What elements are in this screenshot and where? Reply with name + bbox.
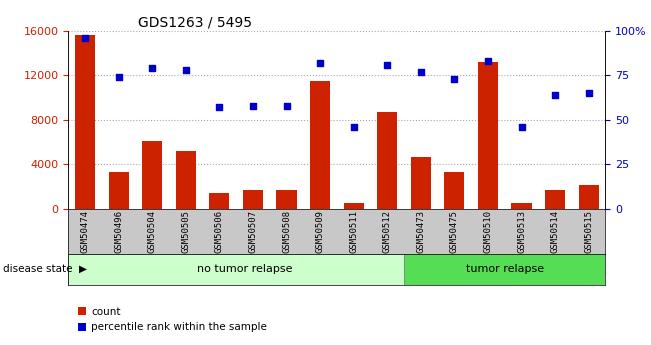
Text: GSM50504: GSM50504 [148,210,157,253]
Text: GSM50513: GSM50513 [517,210,526,253]
Text: GSM50507: GSM50507 [249,210,258,253]
Bar [545,190,565,209]
Point [315,60,326,66]
Text: GSM50509: GSM50509 [316,210,325,253]
Text: GSM50510: GSM50510 [484,210,492,253]
Point [214,105,225,110]
Point [248,103,258,108]
Point [382,62,393,68]
Point [281,103,292,108]
Text: disease state  ▶: disease state ▶ [3,264,87,274]
Point [113,75,124,80]
Text: GSM50505: GSM50505 [182,210,190,253]
Point [180,67,191,73]
Text: GDS1263 / 5495: GDS1263 / 5495 [138,16,252,30]
Bar [512,203,532,209]
Bar [377,112,397,209]
Text: GSM50496: GSM50496 [114,210,123,253]
Bar [210,193,230,209]
Text: GSM50475: GSM50475 [450,210,459,253]
Bar [68,254,404,285]
Point [483,59,493,64]
Point [348,124,359,130]
Point [80,36,90,41]
Text: GSM50473: GSM50473 [416,210,425,253]
Bar [444,172,464,209]
Point [415,69,426,75]
Text: GSM50514: GSM50514 [551,210,560,253]
Text: GSM50508: GSM50508 [282,210,291,253]
Text: GSM50515: GSM50515 [584,210,593,253]
Point [550,92,561,98]
Text: GSM50474: GSM50474 [81,210,90,253]
Bar [109,172,129,209]
Text: no tumor relapse: no tumor relapse [197,264,292,274]
Bar [75,36,95,209]
Bar [579,185,599,209]
Point [147,66,158,71]
Bar [478,62,498,209]
Text: GSM50511: GSM50511 [349,210,358,253]
Point [583,90,594,96]
Bar [411,157,431,209]
Bar [243,190,263,209]
Bar [404,254,605,285]
Bar [344,203,364,209]
Text: GSM50506: GSM50506 [215,210,224,253]
Bar [310,81,330,209]
Bar [176,151,196,209]
Text: tumor relapse: tumor relapse [465,264,544,274]
Point [516,124,527,130]
Bar [277,190,297,209]
Bar [142,141,162,209]
Legend: count, percentile rank within the sample: count, percentile rank within the sample [74,303,271,336]
Text: GSM50512: GSM50512 [383,210,392,253]
Point [449,76,460,82]
